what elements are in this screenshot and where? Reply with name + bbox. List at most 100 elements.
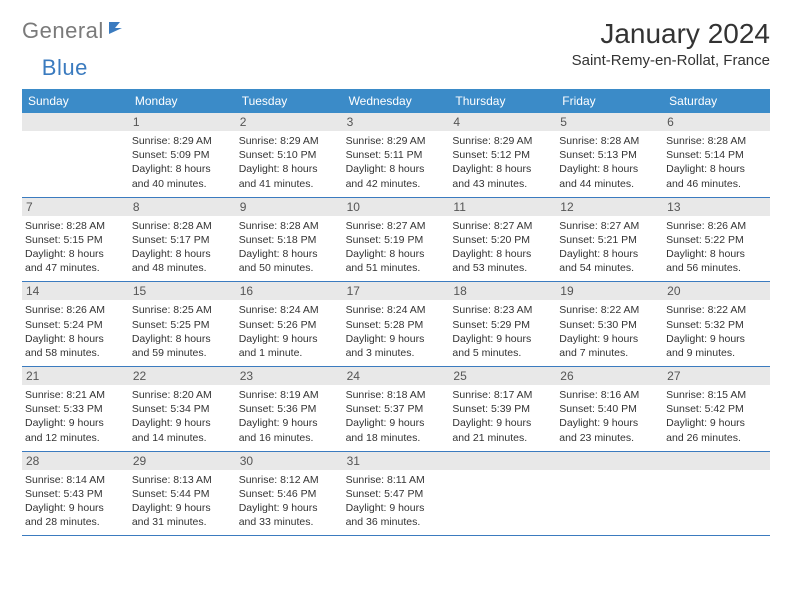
day-number <box>556 452 663 470</box>
logo-flag-icon <box>108 20 128 43</box>
day-number: 28 <box>22 452 129 470</box>
day-cell: 20Sunrise: 8:22 AMSunset: 5:32 PMDayligh… <box>663 282 770 366</box>
day-info-line: Daylight: 9 hours <box>239 501 340 515</box>
day-info-line: Sunrise: 8:27 AM <box>346 219 447 233</box>
day-info-line: and 40 minutes. <box>132 177 233 191</box>
day-info-line: Sunrise: 8:26 AM <box>666 219 767 233</box>
day-info-line: Sunrise: 8:20 AM <box>132 388 233 402</box>
week-row: 14Sunrise: 8:26 AMSunset: 5:24 PMDayligh… <box>22 282 770 367</box>
day-number: 20 <box>663 282 770 300</box>
day-info-line: Sunrise: 8:29 AM <box>132 134 233 148</box>
day-info-line: Sunset: 5:36 PM <box>239 402 340 416</box>
day-info-line: and 47 minutes. <box>25 261 126 275</box>
day-info-line: Sunset: 5:42 PM <box>666 402 767 416</box>
day-cell: 19Sunrise: 8:22 AMSunset: 5:30 PMDayligh… <box>556 282 663 366</box>
day-info-line: and 54 minutes. <box>559 261 660 275</box>
calendar: SundayMondayTuesdayWednesdayThursdayFrid… <box>22 89 770 536</box>
day-number: 5 <box>556 113 663 131</box>
day-info-line: and 33 minutes. <box>239 515 340 529</box>
day-info-line: Sunset: 5:25 PM <box>132 318 233 332</box>
day-info-line: Sunrise: 8:29 AM <box>452 134 553 148</box>
day-info-line: and 51 minutes. <box>346 261 447 275</box>
day-info-line: Daylight: 8 hours <box>25 247 126 261</box>
day-info-line: Sunrise: 8:26 AM <box>25 303 126 317</box>
day-info-line: Sunrise: 8:29 AM <box>346 134 447 148</box>
day-cell: 8Sunrise: 8:28 AMSunset: 5:17 PMDaylight… <box>129 198 236 282</box>
day-number: 23 <box>236 367 343 385</box>
day-info-line: Sunrise: 8:22 AM <box>666 303 767 317</box>
day-info-line: Daylight: 8 hours <box>666 162 767 176</box>
day-info-line: Sunrise: 8:28 AM <box>132 219 233 233</box>
day-number: 9 <box>236 198 343 216</box>
day-info-line: and 12 minutes. <box>25 431 126 445</box>
day-info-line: Sunset: 5:10 PM <box>239 148 340 162</box>
day-info-line: and 14 minutes. <box>132 431 233 445</box>
day-info-line: Sunrise: 8:17 AM <box>452 388 553 402</box>
day-info-line: and 41 minutes. <box>239 177 340 191</box>
day-info-line: Daylight: 8 hours <box>132 162 233 176</box>
day-number: 18 <box>449 282 556 300</box>
dow-cell: Friday <box>556 89 663 113</box>
day-info-line: Sunrise: 8:28 AM <box>25 219 126 233</box>
day-info-line: Daylight: 9 hours <box>25 416 126 430</box>
day-info-line: Daylight: 8 hours <box>666 247 767 261</box>
day-cell: 6Sunrise: 8:28 AMSunset: 5:14 PMDaylight… <box>663 113 770 197</box>
day-info-line: Sunrise: 8:29 AM <box>239 134 340 148</box>
day-info-line: Daylight: 8 hours <box>452 247 553 261</box>
day-cell: 31Sunrise: 8:11 AMSunset: 5:47 PMDayligh… <box>343 452 450 536</box>
day-number: 26 <box>556 367 663 385</box>
logo-text-2: Blue <box>42 55 88 81</box>
day-cell: 18 Sunrise: 8:23 AMSunset: 5:29 PMDayligh… <box>449 282 556 366</box>
day-number: 29 <box>129 452 236 470</box>
day-info-line: Sunset: 5:18 PM <box>239 233 340 247</box>
day-cell <box>663 452 770 536</box>
day-info-line: Daylight: 9 hours <box>452 332 553 346</box>
day-info-line: Sunset: 5:29 PM <box>452 318 553 332</box>
day-number: 21 <box>22 367 129 385</box>
day-info-line: Sunset: 5:13 PM <box>559 148 660 162</box>
day-info-line: Sunrise: 8:19 AM <box>239 388 340 402</box>
day-info-line: Daylight: 8 hours <box>25 332 126 346</box>
day-info-line: Daylight: 9 hours <box>346 332 447 346</box>
day-info-line: Sunset: 5:33 PM <box>25 402 126 416</box>
day-info-line: and 9 minutes. <box>666 346 767 360</box>
day-info-line: Sunset: 5:21 PM <box>559 233 660 247</box>
day-info-line: and 18 minutes. <box>346 431 447 445</box>
day-info-line: Sunset: 5:11 PM <box>346 148 447 162</box>
day-number: 30 <box>236 452 343 470</box>
day-info-line: Sunset: 5:19 PM <box>346 233 447 247</box>
day-info-line: Daylight: 9 hours <box>666 332 767 346</box>
day-info-line: Sunset: 5:26 PM <box>239 318 340 332</box>
day-info-line: Sunset: 5:37 PM <box>346 402 447 416</box>
day-info-line: Daylight: 8 hours <box>132 247 233 261</box>
day-cell: 28Sunrise: 8:14 AMSunset: 5:43 PMDayligh… <box>22 452 129 536</box>
day-info-line: and 28 minutes. <box>25 515 126 529</box>
day-cell: 7Sunrise: 8:28 AMSunset: 5:15 PMDaylight… <box>22 198 129 282</box>
day-cell: 5Sunrise: 8:28 AMSunset: 5:13 PMDaylight… <box>556 113 663 197</box>
month-title: January 2024 <box>572 18 770 50</box>
day-info-line: Sunset: 5:20 PM <box>452 233 553 247</box>
day-info-line: Sunrise: 8:11 AM <box>346 473 447 487</box>
day-info-line: and 58 minutes. <box>25 346 126 360</box>
day-number: 25 <box>449 367 556 385</box>
day-cell: 22Sunrise: 8:20 AMSunset: 5:34 PMDayligh… <box>129 367 236 451</box>
day-info-line: and 48 minutes. <box>132 261 233 275</box>
day-number: 10 <box>343 198 450 216</box>
logo: General <box>22 18 130 44</box>
location: Saint-Remy-en-Rollat, France <box>572 52 770 69</box>
day-number: 16 <box>236 282 343 300</box>
day-info-line: Daylight: 8 hours <box>132 332 233 346</box>
day-number: 11 <box>449 198 556 216</box>
day-number: 3 <box>343 113 450 131</box>
day-of-week-header: SundayMondayTuesdayWednesdayThursdayFrid… <box>22 89 770 113</box>
day-cell: 14Sunrise: 8:26 AMSunset: 5:24 PMDayligh… <box>22 282 129 366</box>
day-info-line: Sunrise: 8:23 AM <box>452 303 553 317</box>
day-info-line: and 50 minutes. <box>239 261 340 275</box>
day-number: 31 <box>343 452 450 470</box>
day-number: 15 <box>129 282 236 300</box>
day-info-line: Daylight: 9 hours <box>666 416 767 430</box>
day-info-line: Sunrise: 8:16 AM <box>559 388 660 402</box>
day-info-line: Sunrise: 8:27 AM <box>559 219 660 233</box>
day-info-line: and 44 minutes. <box>559 177 660 191</box>
day-info-line: and 53 minutes. <box>452 261 553 275</box>
